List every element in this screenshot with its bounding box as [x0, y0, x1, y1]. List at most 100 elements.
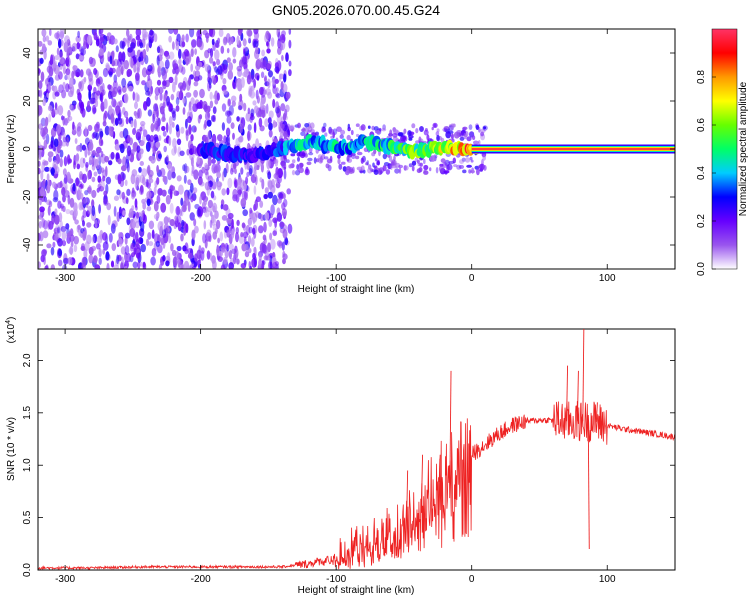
spectrogram-cell	[100, 167, 105, 173]
spectrogram-cell	[204, 63, 210, 73]
spectrogram-cell	[130, 149, 135, 157]
spectrogram-cell	[153, 186, 157, 196]
spectrogram-cell	[137, 261, 141, 269]
spectrogram-cell	[108, 232, 113, 243]
spectrogram-cell	[139, 126, 143, 132]
spectrogram-cell	[197, 176, 203, 186]
spectrogram-cell	[313, 157, 317, 164]
spectrogram-cell	[98, 155, 102, 166]
spectrogram-cell	[222, 89, 228, 95]
spectrogram-cell	[150, 123, 155, 133]
spectrogram-cell	[121, 51, 126, 62]
spectrogram-cell	[225, 110, 231, 117]
spectrogram-cell	[242, 209, 248, 217]
spectrogram-cell	[165, 122, 169, 133]
spectrogram-cell	[44, 166, 50, 172]
spectrogram-cell	[88, 89, 92, 101]
spectrogram-cell	[373, 126, 379, 132]
spectrogram-cell	[194, 48, 198, 55]
spectrogram-cell	[463, 132, 468, 140]
spectrogram-cell	[235, 227, 239, 234]
spectrogram-cell	[387, 163, 393, 170]
spectrogram-cell	[288, 164, 293, 169]
spectrogram-cell	[187, 252, 193, 259]
spectrogram-cell	[266, 63, 272, 70]
spectrogram-cell	[478, 126, 481, 133]
spectrogram-cell	[230, 36, 234, 45]
spectrogram-cell	[148, 241, 154, 247]
spectrogram-cell	[177, 222, 182, 232]
spectrogram-cell	[165, 227, 170, 238]
spectrogram-cell	[82, 209, 87, 218]
spectrogram-cell	[148, 178, 154, 184]
spectrogram-cell	[196, 102, 202, 109]
spectrogram-cell	[228, 262, 235, 269]
spectrogram-cell	[280, 127, 285, 133]
spectrogram-cell	[100, 180, 105, 191]
spectrogram-cell	[102, 241, 109, 251]
spectrogram-cell	[118, 89, 122, 95]
spectrogram-cell	[134, 179, 139, 190]
spectrogram-cell	[50, 167, 55, 175]
spectrogram-cell	[267, 78, 271, 89]
spectrogram-cell	[160, 202, 167, 213]
spectrogram-cell	[79, 192, 84, 200]
spectrogram-cell	[61, 115, 64, 121]
spectrogram-cell	[114, 117, 119, 126]
spectrogram-cell	[216, 171, 222, 179]
x-tick-label: 0	[469, 273, 475, 284]
spectrogram-cell	[129, 228, 136, 238]
spectrogram-cell	[61, 230, 67, 241]
spectrogram-cell	[156, 46, 161, 54]
spectrogram-cell	[122, 127, 129, 139]
spectrogram-cell	[46, 173, 50, 181]
spectrogram-cell	[283, 169, 287, 180]
spectrogram-cell	[179, 150, 185, 157]
spectrogram-cell	[43, 139, 48, 150]
spectrogram-cell	[39, 206, 45, 213]
spectrogram-cell	[75, 53, 80, 60]
spectrogram-cell	[91, 176, 96, 183]
spectrogram-cell	[196, 29, 202, 39]
spectrogram-cell	[227, 212, 234, 220]
spectrogram-cell	[159, 105, 165, 115]
spectrogram-cell	[222, 36, 228, 46]
spectrogram-cell	[93, 68, 98, 75]
spectrogram-cell	[155, 141, 161, 148]
spectrogram-cell	[188, 106, 193, 118]
spectrogram-cell	[222, 64, 228, 74]
spectrogram-cell	[162, 175, 167, 183]
spectrogram-cell	[97, 155, 101, 162]
spectrogram-cell	[108, 38, 112, 45]
spectrogram-cell	[132, 261, 138, 269]
spectrogram-cell	[161, 116, 166, 123]
spectrogram-cell	[180, 210, 184, 217]
spectrogram-cell	[462, 126, 468, 130]
spectrogram-cell	[246, 29, 253, 37]
spectrogram-cell	[75, 177, 80, 187]
colorbar-tick-label: 0.2	[696, 214, 707, 228]
spectrogram-cell	[326, 158, 333, 164]
spectrogram-cell	[47, 75, 51, 83]
spectrogram-cell	[183, 163, 188, 174]
spectrogram-cell	[248, 34, 252, 43]
snr-spike	[421, 454, 424, 503]
spectrogram-cell	[96, 243, 101, 250]
spectrogram-cell	[261, 49, 265, 57]
colorbar-tick-label: 0.6	[696, 118, 707, 132]
spectrogram-cell	[398, 164, 404, 169]
spectrogram-cell	[43, 249, 47, 255]
spectrogram-cell	[389, 129, 393, 137]
spectrogram-cell	[245, 112, 252, 122]
spectrogram-cell	[57, 259, 63, 267]
spectrogram-cell	[48, 200, 53, 208]
spectrogram-cell	[173, 189, 177, 197]
spectrogram-cell	[281, 202, 286, 211]
spectrogram-cell	[212, 61, 216, 67]
spectrogram-cell	[212, 106, 217, 114]
spectrogram-cell	[176, 215, 182, 224]
spectrogram-cell	[100, 150, 104, 158]
spectrogram-cell	[63, 156, 68, 167]
spectrogram-cell	[263, 193, 269, 200]
spectrogram-cell	[417, 163, 421, 167]
